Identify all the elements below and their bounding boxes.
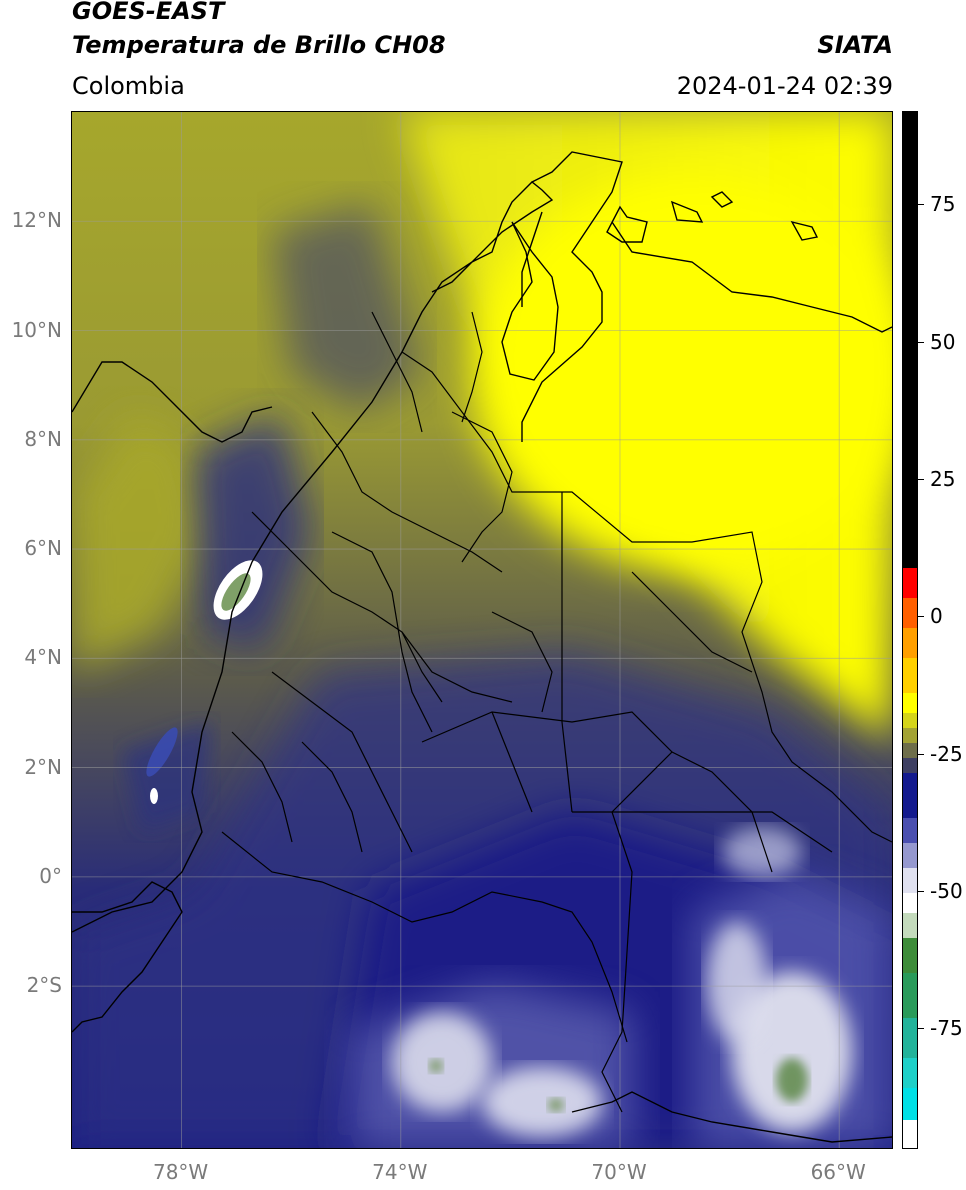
latitude-label: 2°S — [26, 973, 62, 998]
colorbar-tick — [918, 204, 924, 206]
coastlines — [72, 151, 892, 1143]
colorbar-tick-label: -75 — [930, 1016, 963, 1041]
colorbar-tick-label: -25 — [930, 741, 963, 766]
colorbar-tick-label: 75 — [930, 192, 956, 217]
colorbar — [902, 111, 918, 1149]
latitude-label: 8°N — [24, 426, 62, 451]
political-borders — [221, 311, 892, 1113]
longitude-label: 78°W — [152, 1160, 209, 1184]
datetime-label: 2024-01-24 02:39 — [676, 72, 893, 100]
product-title: Temperatura de Brillo CH08 — [72, 31, 446, 59]
latitude-label: 6°N — [24, 536, 62, 561]
longitude-label: 74°W — [372, 1160, 428, 1184]
colorbar-tick — [918, 478, 924, 480]
colorbar-tick — [918, 616, 924, 618]
colorbar-tick-label: 0 — [930, 604, 943, 629]
colorbar-tick-label: 50 — [930, 329, 956, 354]
brightness-temperature-field — [72, 112, 892, 1148]
latitude-label: 12°N — [11, 208, 62, 233]
colorbar-tick — [918, 1028, 924, 1030]
graticule — [72, 112, 892, 1148]
latitude-label: 2°N — [24, 754, 62, 779]
organization-label: SIATA — [817, 31, 893, 59]
longitude-label: 70°W — [591, 1160, 647, 1184]
region-label: Colombia — [72, 72, 185, 100]
satellite-title: GOES-EAST — [72, 0, 225, 25]
colorbar-tick — [918, 341, 924, 343]
colorbar-tick — [918, 753, 924, 755]
colorbar-tick — [918, 890, 924, 892]
longitude-label: 66°W — [810, 1160, 866, 1184]
latitude-label: 0° — [39, 863, 62, 888]
colorbar-tick-label: 25 — [930, 466, 956, 491]
colorbar-tick-label: -50 — [930, 878, 963, 903]
satellite-map — [71, 111, 893, 1149]
latitude-label: 4°N — [24, 645, 62, 670]
latitude-label: 10°N — [11, 317, 62, 342]
